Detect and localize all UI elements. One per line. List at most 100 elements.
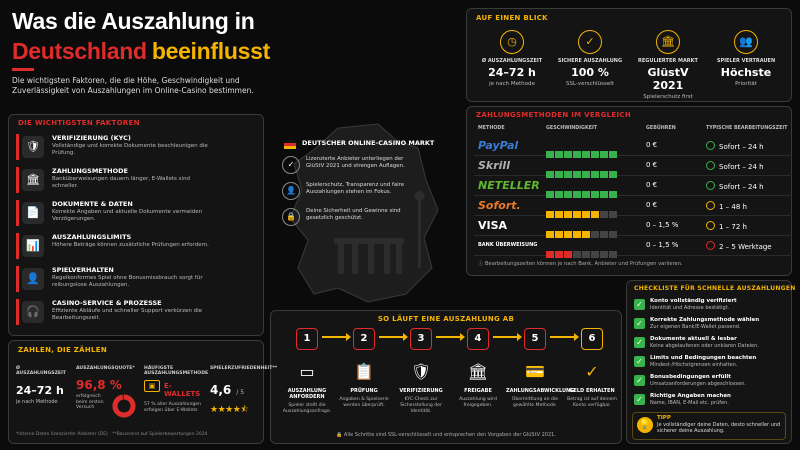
checklist-item-title: Konto vollständig verifiziert (650, 298, 737, 304)
speed-segment (555, 171, 563, 178)
speed-segment (600, 151, 608, 158)
speed-segment (591, 231, 599, 238)
method-time: Sofort – 24 h (719, 163, 764, 171)
user-icon: 👤 (282, 182, 300, 200)
method-time: Sofort – 24 h (719, 183, 764, 191)
stats-panel (8, 340, 264, 444)
market-item-text: Deine Sicherheit und Gewinne sind gesetz… (306, 208, 401, 221)
step-desc: Spieler stellt die Auszahlungsanfrage. (282, 403, 332, 414)
checklist-item-desc: Name, IBAN, E-Mail etc. prüfen. (650, 400, 729, 406)
step-arrow (436, 333, 465, 341)
checklist-item-desc: Identität und Adresse bestätigt. (650, 305, 730, 311)
speed-segment (582, 251, 590, 258)
method-time-cell: Sofort – 24 h (706, 141, 764, 151)
title-influences: beeinflusst (151, 38, 270, 64)
factors-title: DIE WICHTIGSTEN FAKTOREN (18, 119, 140, 127)
checklist-item-title: Richtige Angaben machen (650, 393, 731, 399)
clock-icon (706, 161, 715, 170)
quota-donut-arc (112, 394, 136, 418)
steps-title: SO LÄUFT EINE AUSZAHLUNG AB (377, 315, 515, 323)
step-arrow (550, 333, 579, 341)
glance-panel (466, 8, 792, 102)
checklist-item-title: Dokumente aktuell & lesbar (650, 336, 737, 342)
stat-quota-sub: erfolgreich beim ersten Versuch (76, 394, 104, 410)
step-title: GELD ERHALTEN (569, 388, 615, 394)
shield-icon: 🛡 (410, 362, 432, 381)
bank-icon: 🏛 (22, 169, 44, 191)
step-number: 1 (296, 328, 318, 350)
step-desc: KYC-Check zur Sicherstellung der Identit… (400, 397, 442, 414)
checklist-item-title: Limits und Bedingungen beachten (650, 355, 757, 361)
glance-sub: Spielerschutz first (643, 94, 693, 100)
factor-title: CASINO-SERVICE & PROZESSE (52, 299, 162, 307)
methods-note-text: Bearbeitungszeiten können je nach Bank, … (484, 261, 683, 267)
speed-segment (573, 191, 581, 198)
speed-segment (564, 191, 572, 198)
step-item: 4 🏛 FREIGABE Auszahlung wird freigegeben. (449, 328, 507, 409)
glance-label: SPIELER VERTRAUEN (716, 58, 776, 64)
factor-item: 📄 DOKUMENTE & DATEN Korrekte Angaben und a… (16, 200, 262, 234)
glance-item: ◷ Ø AUSZAHLUNGSZEIT 24–72 h je nach Methode (478, 30, 546, 87)
market-item: 👤 Spielerschutz, Transparenz und faire Au… (282, 182, 422, 206)
speed-segment (573, 151, 581, 158)
speed-segment (546, 251, 554, 258)
factor-item: 📊 AUSZAHLUNGSLIMITS Höhere Beträge können … (16, 233, 262, 267)
method-time-cell: Sofort – 24 h (706, 181, 764, 191)
methods-header-time: TYPISCHE BEARBEITUNGSZEIT (706, 126, 788, 131)
speed-bar (546, 183, 620, 198)
stat-avg-time-sub: je nach Methode (16, 399, 58, 405)
stat-quota-value: 96,8 % (76, 378, 122, 392)
bank-building-icon: 🏛 (656, 30, 680, 54)
market-item: ✓ Lizenzierte Anbieter unterliegen der Gl… (282, 156, 422, 180)
methods-note: ⓘ Bearbeitungszeiten können je nach Bank… (478, 261, 683, 267)
stats-title: ZAHLEN, DIE ZÄHLEN (18, 346, 108, 354)
checklist-item-desc: Umsatzanforderungen abgeschlossen. (650, 381, 746, 387)
method-logo: BANK ÜBERWEISUNG (478, 242, 538, 248)
speed-segment (600, 191, 608, 198)
step-number: 3 (410, 328, 432, 350)
speed-segment (582, 171, 590, 178)
speed-segment (555, 191, 563, 198)
speed-segment (573, 171, 581, 178)
speed-segment (555, 251, 563, 258)
step-title: PRÜFUNG (350, 388, 378, 394)
step-item: 1 ▭ AUSZAHLUNG ANFORDERN Spieler stellt die… (278, 328, 336, 415)
step-item: 2 📋 PRÜFUNG Angaben & Spielserie werden übe… (335, 328, 393, 409)
speed-segment (564, 231, 572, 238)
speed-segment (546, 151, 554, 158)
speed-segment (573, 211, 581, 218)
glance-value: 100 % (571, 66, 609, 79)
step-item: 3 🛡 VERIFIZIERUNG KYC-Check zur Sicherstell… (392, 328, 450, 415)
step-number: 5 (524, 328, 546, 350)
market-item-text: Spielerschutz, Transparenz und faire Aus… (306, 182, 405, 195)
factors-panel (8, 114, 264, 336)
clock-icon (706, 221, 715, 230)
shield-check-icon: ✓ (578, 30, 602, 54)
speed-segment (609, 171, 617, 178)
speed-segment (564, 251, 572, 258)
stat-satisfaction: SPIELERZUFRIEDENHEIT** 4,6 / 5 ★★★★⯪ (210, 366, 277, 418)
step-number: 2 (353, 328, 375, 350)
speed-segment (591, 211, 599, 218)
method-row: VISA 0 – 1,5 % 1 – 72 h (474, 216, 792, 238)
german-flag-icon (284, 140, 296, 149)
star-full-icon: ★ (217, 405, 226, 415)
method-time: Sofort – 24 h (719, 143, 764, 151)
factor-item: 🎧 CASINO-SERVICE & PROZESSE Effiziente Abl… (16, 299, 262, 333)
star-half-icon: ⯪ (240, 405, 249, 415)
methods-header-fees: GEBÜHREN (646, 126, 676, 131)
speed-segment (609, 191, 617, 198)
speed-segment (555, 231, 563, 238)
speed-segment (591, 191, 599, 198)
checkbox-checked-icon: ✓ (634, 318, 645, 329)
method-logo: Sofort. (478, 199, 521, 212)
step-arrow (379, 333, 408, 341)
method-fee: 0 € (646, 161, 658, 169)
checklist-item: ✓ Dokumente aktuell & lesbar Keine abgelau… (634, 336, 790, 360)
method-time: 1 – 48 h (719, 203, 747, 211)
lightbulb-icon: 💡 (637, 417, 653, 433)
method-time: 2 – 5 Werktage (719, 243, 772, 251)
factor-desc: Banküberweisungen dauern länger, E-Walle… (52, 176, 191, 189)
speed-segment (591, 251, 599, 258)
stat-satisfaction-suffix: / 5 (236, 389, 245, 396)
